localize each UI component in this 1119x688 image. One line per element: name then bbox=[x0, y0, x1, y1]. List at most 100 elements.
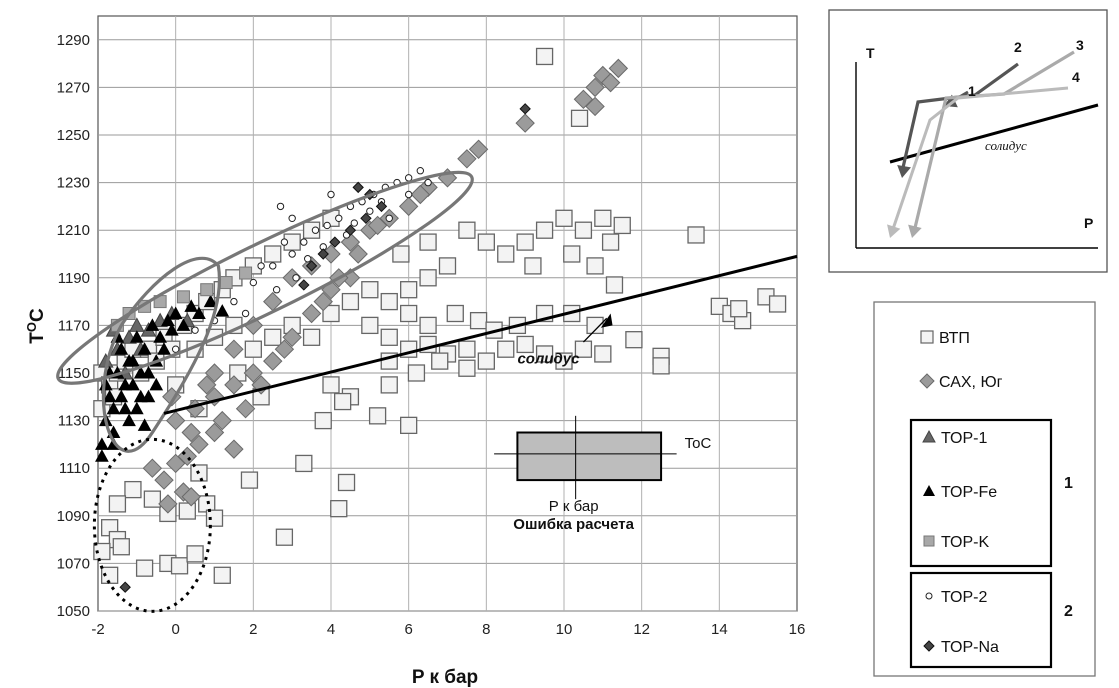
inset-path-label: 3 bbox=[1076, 37, 1084, 53]
data-point bbox=[141, 389, 156, 403]
legend-group-label-1: 1 bbox=[1064, 475, 1073, 492]
data-point bbox=[135, 559, 154, 577]
group-outline-upper bbox=[56, 170, 474, 385]
legend-item: ВТП bbox=[920, 330, 970, 347]
data-point bbox=[424, 178, 432, 187]
x-tick-label: 2 bbox=[249, 621, 257, 638]
error-label-title: Ошибка расчета bbox=[513, 516, 634, 533]
legend-item: ТОР-Na bbox=[923, 639, 999, 656]
data-point bbox=[95, 449, 109, 462]
legend-swatch bbox=[925, 592, 933, 600]
data-point bbox=[264, 328, 282, 346]
data-point bbox=[224, 375, 244, 395]
data-point bbox=[304, 255, 312, 263]
data-point bbox=[235, 398, 256, 419]
data-point bbox=[416, 167, 425, 175]
inset-path-2-head bbox=[897, 164, 911, 178]
data-point bbox=[314, 411, 332, 430]
data-point bbox=[181, 422, 201, 443]
data-point bbox=[400, 304, 418, 323]
data-point bbox=[555, 352, 573, 370]
data-point bbox=[295, 454, 313, 473]
legend-label: ТОР-Na bbox=[941, 639, 999, 656]
data-point bbox=[200, 283, 214, 297]
y-tick-label: 1290 bbox=[57, 32, 90, 49]
data-point bbox=[594, 345, 612, 363]
inset-path-label: 1 bbox=[968, 83, 976, 99]
data-point bbox=[419, 316, 437, 335]
y-tick-label: 1270 bbox=[57, 79, 90, 96]
data-point bbox=[177, 446, 198, 467]
data-point bbox=[457, 149, 477, 169]
data-point bbox=[380, 292, 398, 311]
legend-item: САХ, Юг bbox=[919, 373, 1003, 391]
data-point bbox=[322, 376, 340, 394]
data-point bbox=[497, 245, 515, 263]
y-tick-label: 1070 bbox=[57, 555, 90, 572]
data-point bbox=[178, 502, 196, 520]
legend-swatch bbox=[920, 330, 934, 344]
x-tick-label: 8 bbox=[482, 621, 490, 638]
series-ТОР-Na bbox=[119, 103, 531, 593]
data-point bbox=[154, 470, 174, 490]
data-point bbox=[274, 339, 295, 359]
legend-item: ТОР-Fe bbox=[923, 484, 997, 501]
data-point bbox=[361, 316, 379, 335]
data-point bbox=[189, 434, 209, 455]
legend-group-box-1 bbox=[909, 418, 1053, 568]
data-point bbox=[191, 326, 199, 334]
inset-path-label: 4 bbox=[1072, 69, 1080, 85]
legend-label: ТОР-Fe bbox=[941, 484, 997, 501]
legend-swatch bbox=[923, 535, 935, 547]
inset-path-label: 2 bbox=[1014, 39, 1022, 55]
data-point bbox=[302, 328, 321, 346]
x-tick-label: 6 bbox=[404, 621, 412, 638]
error-label-t: ToC bbox=[685, 435, 712, 452]
data-point bbox=[335, 214, 343, 223]
data-point bbox=[458, 359, 476, 377]
x-tick-label: 12 bbox=[633, 621, 650, 638]
data-point bbox=[625, 331, 643, 349]
data-point bbox=[137, 342, 152, 355]
y-tick-label: 1130 bbox=[58, 413, 90, 430]
data-point bbox=[224, 439, 244, 459]
inset-solidus bbox=[889, 103, 1099, 164]
group-outline-lower bbox=[101, 256, 222, 453]
data-point bbox=[114, 389, 129, 403]
data-point bbox=[124, 480, 142, 499]
data-point bbox=[288, 250, 296, 258]
data-point bbox=[161, 313, 175, 327]
legend-swatch bbox=[923, 640, 935, 652]
inset-path-4 bbox=[890, 86, 1069, 233]
data-point bbox=[230, 297, 238, 306]
data-point bbox=[106, 401, 121, 415]
data-point bbox=[366, 207, 374, 215]
data-point bbox=[224, 339, 244, 359]
data-point bbox=[170, 557, 189, 575]
data-point bbox=[239, 266, 253, 280]
data-point bbox=[535, 47, 554, 66]
data-point bbox=[535, 221, 554, 239]
data-point bbox=[608, 58, 629, 79]
data-point bbox=[392, 245, 410, 263]
inset-path-4-head bbox=[887, 224, 901, 238]
x-tick-label: 14 bbox=[711, 621, 728, 638]
data-point bbox=[165, 410, 186, 431]
data-point bbox=[431, 352, 449, 370]
data-point bbox=[171, 345, 180, 353]
data-point bbox=[313, 291, 333, 312]
solidus-arrow bbox=[582, 317, 608, 343]
data-point bbox=[219, 276, 233, 290]
legend-label: ВТП bbox=[939, 330, 970, 347]
inset-y-label: T bbox=[866, 45, 875, 61]
y-tick-label: 1050 bbox=[57, 603, 90, 620]
data-point bbox=[687, 226, 705, 244]
svg-text:TOC: TOC bbox=[24, 308, 48, 344]
data-point bbox=[516, 335, 534, 354]
data-point bbox=[142, 458, 163, 478]
y-tick-label: 1110 bbox=[59, 460, 90, 477]
data-point bbox=[368, 407, 387, 425]
legend-label: ТОР-K bbox=[941, 534, 990, 551]
data-point bbox=[360, 212, 372, 225]
data-point bbox=[118, 401, 133, 415]
